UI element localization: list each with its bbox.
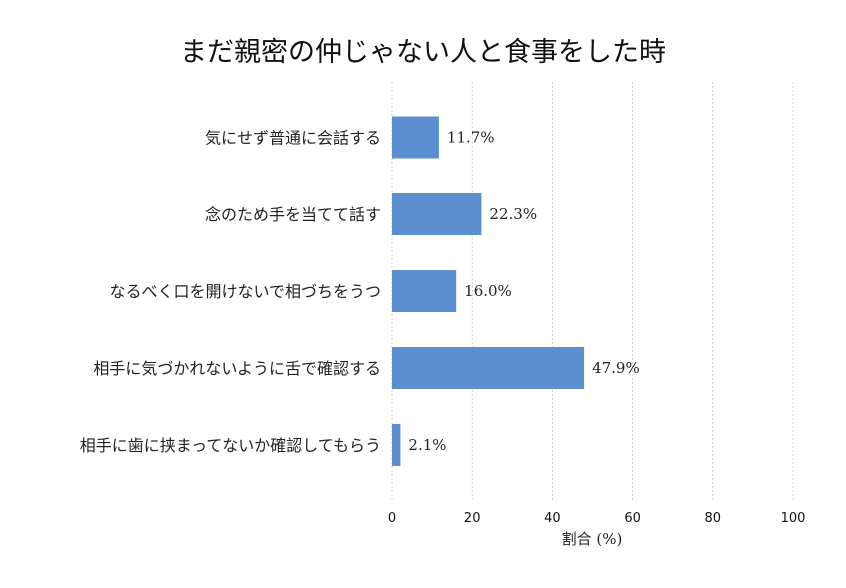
data-label: 11.7% [447,129,495,147]
bar [392,116,439,159]
data-label: 47.9% [592,359,640,377]
category-label: 気にせず普通に会話する [205,129,381,148]
x-axis-label: 割合 (%) [562,530,623,548]
data-label: 2.1% [408,436,446,454]
data-labels: 11.7% 22.3% 16.0% 47.9% 2.1% [408,129,639,455]
x-axis-ticks: 0 20 40 60 80 100 [388,511,806,526]
x-tick-label: 40 [544,511,561,526]
category-labels: 気にせず普通に会話する念のため手を当てて話すなるべく口を開けないで相づちをうつ相… [80,129,381,456]
chart-title: まだ親密の仲じゃない人と食事をした時 [180,37,666,68]
data-label: 16.0% [464,282,512,300]
category-label: 念のため手を当てて話す [205,205,381,224]
x-tick-label: 80 [705,511,722,526]
x-tick-label: 0 [388,511,396,526]
x-tick-label: 100 [781,511,806,526]
category-label: 相手に歯に挟まってないか確認してもらう [80,436,381,455]
bar [392,347,585,389]
category-label: 相手に気づかれないように舌で確認する [93,359,381,378]
category-label: なるべく口を開けないで相づちをうつ [109,282,381,301]
x-tick-label: 20 [464,511,481,526]
bar [392,193,482,235]
bar [392,270,457,312]
x-tick-label: 60 [624,511,641,526]
bars [392,116,585,466]
bar [392,424,401,466]
data-label: 22.3% [489,205,537,223]
